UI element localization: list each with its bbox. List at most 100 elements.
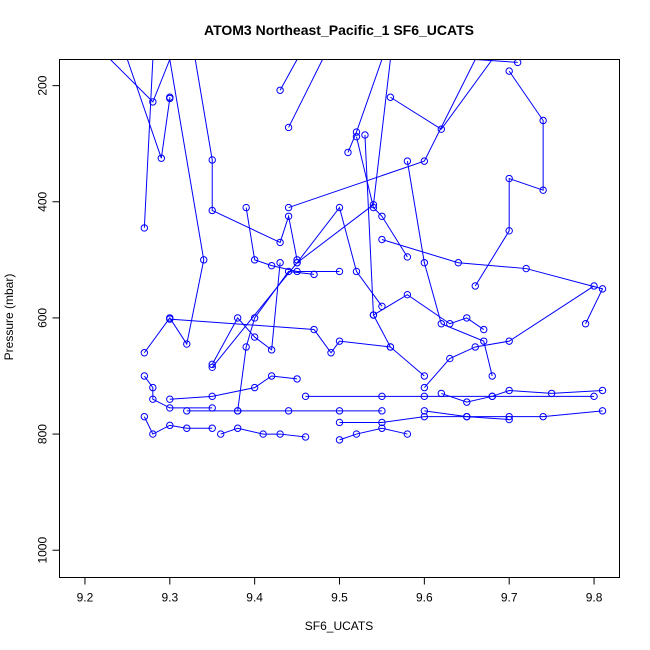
profile-line (288, 59, 323, 128)
data-point (352, 133, 361, 141)
data-point (420, 259, 429, 267)
profile-series (126, 59, 174, 162)
data-point (378, 407, 386, 415)
data-point (149, 98, 157, 106)
data-point (590, 392, 598, 401)
data-point (598, 285, 607, 293)
profile-line (110, 59, 171, 103)
profile-line (143, 416, 213, 435)
data-point (420, 372, 429, 380)
data-point (140, 412, 149, 421)
profile-line (424, 410, 603, 418)
data-point (344, 148, 352, 157)
profile-line (143, 59, 154, 228)
profile-line (441, 390, 603, 403)
profile-line (373, 294, 485, 330)
plot-area (110, 59, 607, 444)
data-point (513, 59, 522, 67)
data-point (183, 407, 191, 415)
data-point (446, 354, 454, 363)
data-point (598, 407, 607, 415)
data-point (378, 424, 386, 432)
data-point (471, 343, 479, 351)
profile-line (245, 207, 340, 272)
data-point (463, 398, 471, 406)
x-tick-label: 9.7 (501, 591, 518, 605)
data-point (505, 337, 513, 345)
data-point (217, 430, 225, 438)
profile-line (143, 59, 205, 354)
data-point (276, 430, 284, 438)
data-point (284, 123, 293, 132)
profile-series (208, 259, 284, 369)
data-point (463, 412, 471, 421)
profile-line (169, 318, 391, 354)
data-point (378, 392, 386, 401)
data-point (581, 320, 590, 328)
profile-line (220, 427, 306, 438)
x-tick-label: 9.8 (586, 591, 603, 605)
data-point (335, 267, 344, 276)
profile-line (339, 427, 408, 441)
profile-series (242, 203, 344, 276)
data-point (598, 386, 607, 395)
data-point (233, 407, 242, 415)
y-tick-label: 200 (36, 75, 50, 95)
data-point (335, 436, 344, 444)
data-point (420, 412, 429, 421)
data-point (200, 256, 208, 264)
profile-line (355, 136, 408, 258)
profile-line (143, 375, 213, 409)
data-point (301, 433, 310, 441)
profile-series (284, 59, 522, 212)
data-point (166, 93, 174, 101)
data-point (488, 372, 496, 380)
profile-line (296, 59, 408, 264)
data-point (403, 290, 412, 299)
data-point (149, 383, 157, 392)
data-point (471, 282, 479, 290)
data-point (267, 261, 276, 270)
profile-line (364, 134, 425, 377)
data-point (420, 157, 429, 165)
data-point (157, 154, 166, 162)
profile-series (284, 59, 323, 132)
data-point (293, 259, 301, 267)
data-point (284, 407, 293, 415)
data-point (437, 125, 446, 133)
data-point (166, 404, 174, 412)
profile-series (194, 59, 301, 264)
data-point (539, 412, 547, 421)
profile-series (140, 412, 216, 438)
data-point (301, 392, 310, 401)
profile-series (420, 407, 607, 421)
data-point (403, 253, 412, 261)
data-point (420, 392, 429, 401)
data-point (242, 343, 250, 351)
data-point (547, 389, 556, 398)
profile-line (339, 416, 510, 423)
data-point (183, 340, 191, 348)
data-point (463, 314, 471, 322)
data-point (250, 256, 259, 264)
data-point (242, 203, 250, 212)
profile-line (211, 206, 383, 368)
profile-line (194, 59, 298, 260)
profile-line (169, 375, 298, 400)
data-point (166, 315, 174, 323)
data-point (352, 128, 361, 136)
profile-line (381, 239, 604, 324)
data-point (267, 346, 276, 354)
profile-line (126, 59, 171, 159)
data-point (437, 320, 446, 328)
data-point (378, 418, 386, 427)
profile-series (471, 67, 547, 290)
data-point (480, 325, 488, 334)
data-point (378, 235, 386, 244)
data-point (505, 67, 513, 75)
data-point (276, 259, 284, 267)
profile-line (347, 59, 425, 153)
x-tick-label: 9.6 (416, 591, 433, 605)
data-point (149, 430, 157, 438)
